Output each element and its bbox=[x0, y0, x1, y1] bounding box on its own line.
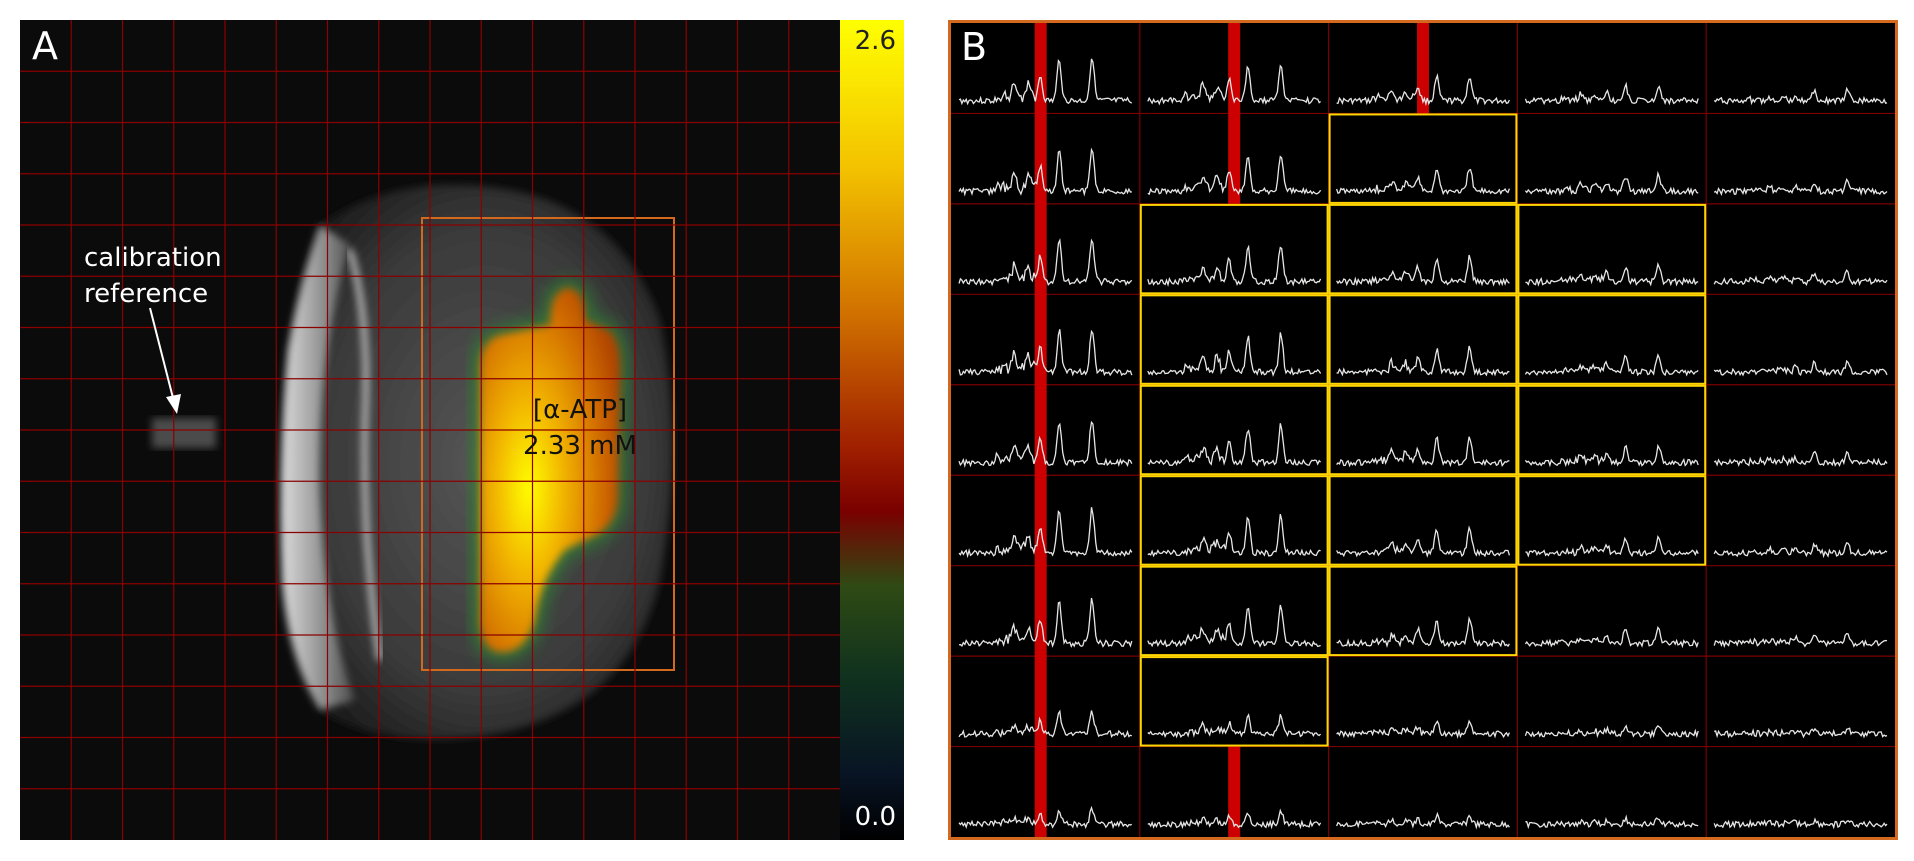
panel-a-letter: A bbox=[32, 24, 58, 68]
frequency-marker bbox=[1034, 23, 1047, 837]
spectrum-trace bbox=[1525, 814, 1699, 830]
spectrum-trace bbox=[1336, 525, 1511, 558]
spectrum-trace bbox=[1336, 615, 1510, 648]
spectrum-trace bbox=[958, 709, 1132, 739]
spectrum-trace bbox=[958, 238, 1133, 287]
spectrum-trace bbox=[1147, 244, 1322, 287]
frequency-marker bbox=[1228, 23, 1241, 204]
highlighted-voxel bbox=[1328, 113, 1518, 204]
highlighted-voxel bbox=[1139, 203, 1329, 295]
spectrum-trace bbox=[958, 147, 1132, 197]
highlighted-voxel bbox=[1328, 384, 1518, 476]
highlighted-voxel bbox=[1328, 203, 1518, 295]
highlighted-voxel bbox=[1139, 294, 1329, 385]
spectrum-trace bbox=[1713, 177, 1888, 196]
spectrum-trace bbox=[1147, 808, 1322, 830]
spectrum-trace bbox=[1524, 626, 1699, 649]
concentration-label: [α-ATP] 2.33 mM bbox=[470, 392, 690, 464]
frequency-marker bbox=[1228, 746, 1241, 837]
spectrum-trace bbox=[1713, 359, 1888, 377]
spectrum-trace bbox=[1147, 713, 1322, 739]
spectrum-trace bbox=[958, 597, 1133, 648]
highlighted-voxel bbox=[1517, 384, 1707, 476]
spectrum-trace bbox=[1147, 423, 1322, 467]
spectrum-trace bbox=[1713, 268, 1888, 287]
spectrum-trace bbox=[958, 507, 1133, 559]
panel-b-letter: B bbox=[961, 25, 988, 69]
spectrum-trace bbox=[1713, 727, 1888, 739]
spectrum-trace bbox=[1336, 254, 1510, 287]
spectrum-trace bbox=[1524, 353, 1699, 377]
highlighted-voxel bbox=[1517, 475, 1707, 566]
spectrum-trace bbox=[1335, 168, 1511, 196]
spectrum-trace bbox=[1147, 604, 1321, 648]
highlighted-voxel bbox=[1328, 475, 1518, 566]
spectrum-trace bbox=[1336, 345, 1510, 377]
colorbar-max-label: 2.6 bbox=[854, 26, 896, 56]
concentration-label-line1: [α-ATP] bbox=[532, 395, 628, 425]
spectrum-trace bbox=[1713, 817, 1888, 830]
highlighted-voxel bbox=[1328, 565, 1518, 657]
concentration-label-line2: 2.33 mM bbox=[523, 431, 637, 461]
mri-map-panel: A calibration reference [α-ATP] 2.33 mM bbox=[20, 20, 840, 840]
spectrum-trace bbox=[1336, 811, 1510, 830]
spectrum-trace bbox=[958, 329, 1133, 377]
spectrum-trace bbox=[1336, 436, 1510, 468]
highlighted-voxel bbox=[1139, 384, 1329, 476]
spectrum-trace bbox=[1525, 261, 1699, 287]
highlighted-voxel bbox=[1139, 475, 1329, 566]
highlighted-voxel bbox=[1517, 203, 1707, 295]
highlighted-voxel bbox=[1328, 294, 1518, 385]
spectrum-trace bbox=[1524, 724, 1699, 740]
spectrum-trace bbox=[1524, 170, 1699, 197]
frequency-marker bbox=[1417, 23, 1429, 114]
highlighted-voxel bbox=[1139, 656, 1329, 747]
spectrum-trace bbox=[1525, 534, 1699, 558]
colorbar-min-label: 0.0 bbox=[854, 802, 896, 832]
spectrum-trace bbox=[1713, 86, 1888, 106]
spectrum-trace bbox=[1713, 450, 1888, 467]
spectrum-trace bbox=[1147, 155, 1322, 196]
spectrum-trace bbox=[958, 420, 1133, 469]
spectrum-trace bbox=[958, 805, 1133, 830]
spectrum-trace bbox=[1336, 719, 1510, 739]
spectrum-trace bbox=[1147, 513, 1321, 558]
calibration-label-line1: calibration bbox=[84, 243, 222, 273]
spectrum-trace bbox=[958, 58, 1133, 106]
spectra-grid bbox=[951, 23, 1895, 837]
spectrum-trace bbox=[1147, 332, 1322, 378]
colorbar: 2.6 0.0 bbox=[840, 20, 904, 840]
calibration-label: calibration reference bbox=[84, 240, 222, 312]
spectrum-trace bbox=[1713, 632, 1888, 648]
spectrum-trace bbox=[1524, 81, 1699, 106]
mri-image bbox=[20, 20, 840, 840]
calibration-label-line2: reference bbox=[84, 279, 209, 309]
spectra-grid-panel: B bbox=[948, 20, 1898, 840]
highlighted-voxel bbox=[1517, 294, 1707, 385]
spectrum-trace bbox=[1524, 443, 1699, 468]
spectrum-trace bbox=[1336, 72, 1510, 107]
spectrum-trace bbox=[1147, 64, 1322, 106]
highlighted-voxel bbox=[1139, 565, 1329, 657]
spectrum-trace bbox=[1713, 541, 1888, 559]
